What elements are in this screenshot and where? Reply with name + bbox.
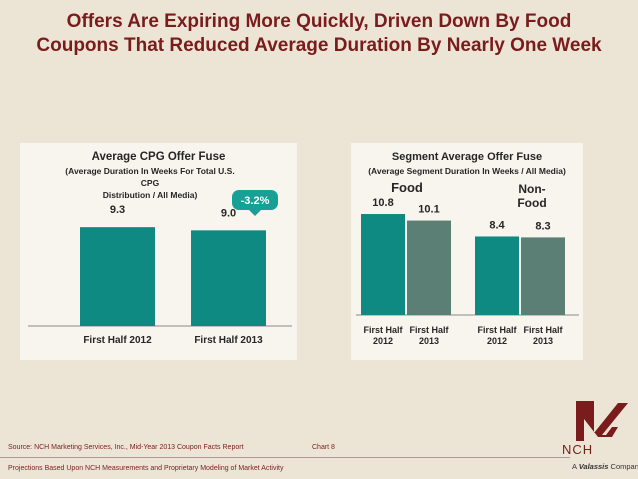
- nch-logo-wordmark: NCH: [562, 442, 593, 457]
- x-tick-first-half-2012: First Half 2012: [83, 335, 152, 346]
- slide-title: Offers Are Expiring More Quickly, Driven…: [0, 10, 638, 58]
- group-label-food: Food: [391, 180, 423, 195]
- projections-note: Projections Based Upon NCH Measurements …: [8, 465, 283, 472]
- source-note: Source: NCH Marketing Services, Inc., Mi…: [8, 444, 244, 451]
- value-label-first-half-2012: 9.3: [110, 204, 125, 216]
- x-tick-non-food-first-half-2013-line-1: First Half: [523, 325, 563, 335]
- bar-food-first-half-2013: [407, 221, 451, 315]
- average-cpg-offer-fuse-panel: Average CPG Offer Fuse (Average Duration…: [20, 143, 297, 360]
- bar-non-food-first-half-2013: [521, 237, 565, 315]
- change-badge-label: -3.2%: [241, 195, 270, 207]
- slide-title-line-1: Offers Are Expiring More Quickly, Driven…: [0, 10, 638, 34]
- value-label-food-first-half-2013: 10.1: [418, 204, 439, 216]
- group-label-nonfood-line-1: Non-: [518, 182, 545, 196]
- slide-title-line-2: Coupons That Reduced Average Duration By…: [0, 34, 638, 58]
- logo-tagline-brand: Valassis: [579, 462, 609, 471]
- footer-divider: [0, 457, 570, 458]
- logo-tagline-suffix: Company: [611, 462, 638, 471]
- segment-average-offer-fuse-panel: Segment Average Offer Fuse (Average Segm…: [351, 143, 583, 360]
- x-tick-non-food-first-half-2013-line-2: 2013: [533, 336, 553, 346]
- x-tick-non-food-first-half-2012-line-2: 2012: [487, 336, 507, 346]
- value-label-food-first-half-2012: 10.8: [372, 197, 393, 209]
- x-tick-food-first-half-2013-line-1: First Half: [409, 325, 449, 335]
- logo-tagline: A Valassis Company: [572, 462, 638, 471]
- value-label-non-food-first-half-2012: 8.4: [489, 219, 505, 231]
- chart-number: Chart 8: [312, 444, 335, 451]
- x-tick-non-food-first-half-2012-line-1: First Half: [477, 325, 517, 335]
- x-tick-food-first-half-2012-line-2: 2012: [373, 336, 393, 346]
- value-label-first-half-2013: 9.0: [221, 207, 236, 219]
- x-tick-food-first-half-2012-line-1: First Half: [363, 325, 403, 335]
- group-label-nonfood-line-2: Food: [517, 196, 546, 210]
- bar-first-half-2012: [80, 227, 155, 326]
- x-tick-food-first-half-2013-line-2: 2013: [419, 336, 439, 346]
- change-badge-pointer: [248, 209, 262, 216]
- logo-tagline-prefix: A: [572, 462, 577, 471]
- bar-non-food-first-half-2012: [475, 236, 519, 315]
- bar-first-half-2013: [191, 230, 266, 326]
- bar-food-first-half-2012: [361, 214, 405, 315]
- value-label-non-food-first-half-2013: 8.3: [535, 220, 550, 232]
- x-tick-first-half-2013: First Half 2013: [194, 335, 263, 346]
- left-bar-chart: 9.3 First Half 2012 9.0 First Half 2013 -3.2…: [20, 143, 297, 360]
